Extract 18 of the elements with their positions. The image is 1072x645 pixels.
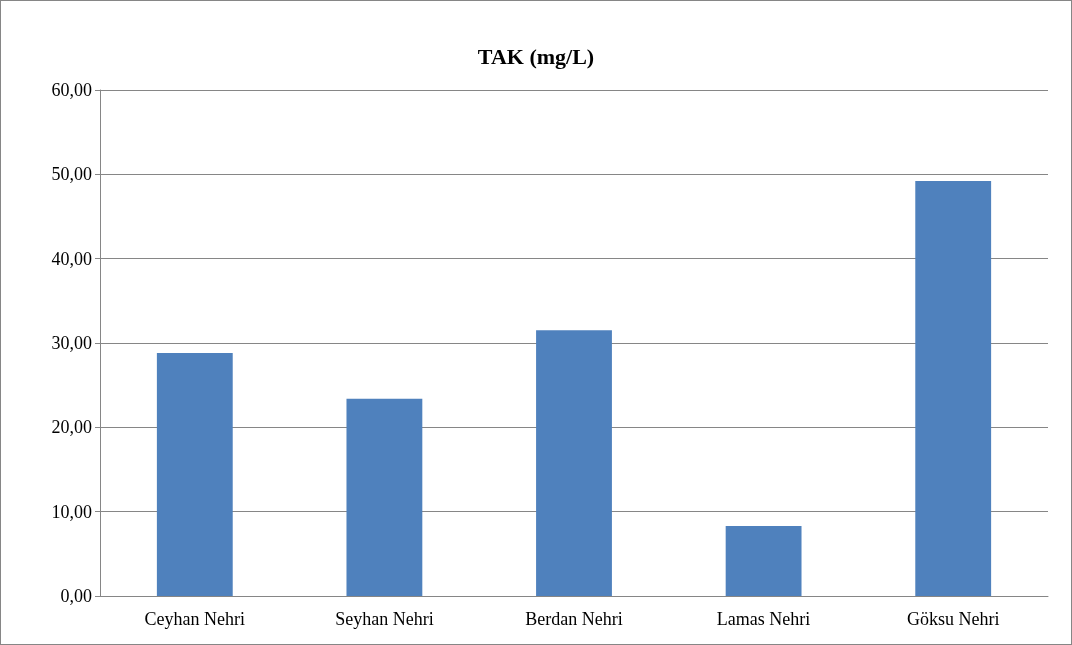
bar [156,353,233,596]
x-tick-label: Berdan Nehri [525,609,623,629]
x-tick-label: Göksu Nehri [906,609,1000,629]
bar [536,330,612,596]
y-tick-label: 50,00 [51,164,92,185]
chart-title: TAK (mg/L) [477,43,595,69]
y-tick-label: 40,00 [51,248,92,269]
bar [915,181,992,596]
y-tick-label: 30,00 [51,333,92,353]
x-tick-label: Lamas Nehri [716,609,811,629]
x-tick-label: Ceyhan Nehri [144,609,246,629]
y-tick-label: 0,00 [60,586,92,606]
bar [725,526,802,596]
y-tick-label: 60,00 [51,80,92,100]
bar [346,398,423,596]
y-tick-label: 20,00 [51,417,92,438]
y-tick-label: 10,00 [51,501,92,522]
x-tick-label: Seyhan Nehri [335,609,434,629]
